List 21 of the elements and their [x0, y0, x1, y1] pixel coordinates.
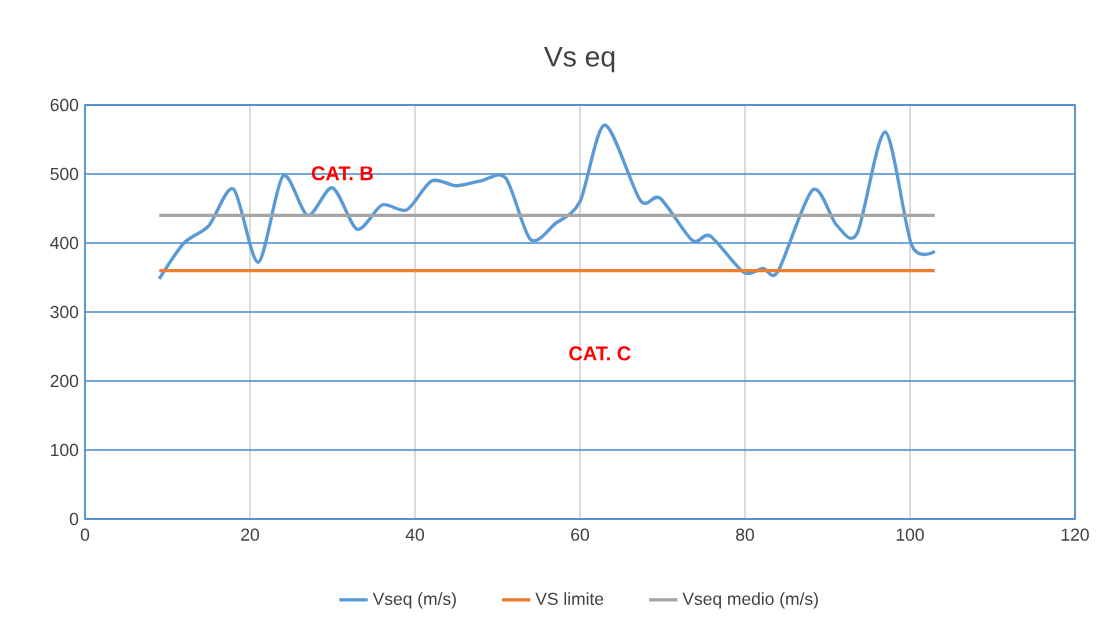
line-series: [157, 123, 937, 281]
x-tick-label: 80: [736, 528, 755, 541]
x-tick-label: 20: [241, 528, 260, 541]
x-tick-label: 60: [571, 528, 590, 541]
x-tick-label: 40: [405, 528, 425, 541]
annotation: CAT. C: [569, 346, 631, 361]
y-tick-label: 500: [50, 167, 79, 181]
y-tick-label: 600: [50, 98, 79, 112]
y-tick-label: 300: [50, 305, 79, 319]
x-tick-label: 120: [1061, 528, 1089, 541]
y-tick-label: 100: [51, 443, 79, 457]
annotation: CAT. B: [311, 166, 373, 181]
x-tick-label: 100: [896, 528, 924, 541]
y-tick-label: 400: [50, 236, 79, 250]
chart-title: Vs eq: [544, 46, 615, 73]
legend-label: Vseq (m/s): [372, 592, 456, 609]
legend-label: Vseq medio (m/s): [682, 592, 818, 609]
y-tick-label: 0: [69, 512, 79, 526]
legend-label: VS limite: [535, 592, 604, 605]
x-tick-label: 0: [80, 528, 90, 541]
y-tick-label: 200: [50, 374, 79, 388]
